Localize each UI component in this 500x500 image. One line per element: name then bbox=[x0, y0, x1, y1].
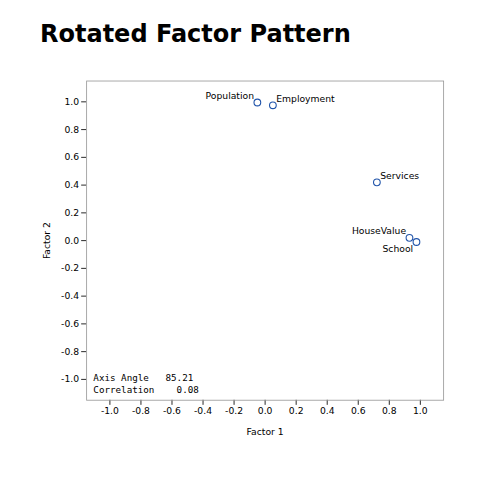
svg-text:0.8: 0.8 bbox=[64, 123, 79, 134]
svg-text:Population: Population bbox=[206, 90, 255, 101]
svg-text:0.6: 0.6 bbox=[64, 151, 79, 162]
svg-text:0.2: 0.2 bbox=[64, 207, 79, 218]
svg-text:0.2: 0.2 bbox=[289, 405, 304, 416]
svg-text:-0.4: -0.4 bbox=[61, 290, 79, 301]
svg-text:-0.6: -0.6 bbox=[61, 318, 79, 329]
svg-text:0.8: 0.8 bbox=[382, 405, 397, 416]
svg-text:0.0: 0.0 bbox=[64, 234, 79, 245]
svg-text:0.4: 0.4 bbox=[64, 179, 79, 190]
svg-text:School: School bbox=[382, 243, 413, 254]
svg-text:-0.6: -0.6 bbox=[163, 405, 181, 416]
svg-text:0.0: 0.0 bbox=[258, 405, 273, 416]
svg-text:Factor 2: Factor 2 bbox=[41, 222, 52, 259]
svg-text:1.0: 1.0 bbox=[64, 96, 79, 107]
svg-text:1.0: 1.0 bbox=[413, 405, 428, 416]
svg-text:HouseValue: HouseValue bbox=[352, 225, 407, 236]
svg-text:-0.2: -0.2 bbox=[225, 405, 243, 416]
svg-text:Factor 1: Factor 1 bbox=[247, 426, 284, 437]
svg-text:0.4: 0.4 bbox=[320, 405, 335, 416]
svg-text:-1.0: -1.0 bbox=[101, 405, 119, 416]
html-text:Rotated Factor Pattern: Rotated Factor Pattern bbox=[40, 19, 351, 48]
svg-text:-0.2: -0.2 bbox=[61, 262, 79, 273]
svg-text:Axis Angle 85.21Correlation: Axis Angle 85.21Correlation 0.08 bbox=[93, 371, 198, 395]
svg-text:Services: Services bbox=[380, 170, 419, 181]
svg-text:-0.8: -0.8 bbox=[61, 345, 79, 356]
svg-text:-1.0: -1.0 bbox=[61, 373, 79, 384]
svg-text:-0.8: -0.8 bbox=[132, 405, 150, 416]
svg-text:Employment: Employment bbox=[276, 93, 335, 104]
svg-text:-0.4: -0.4 bbox=[194, 405, 212, 416]
svg-text:0.6: 0.6 bbox=[351, 405, 366, 416]
